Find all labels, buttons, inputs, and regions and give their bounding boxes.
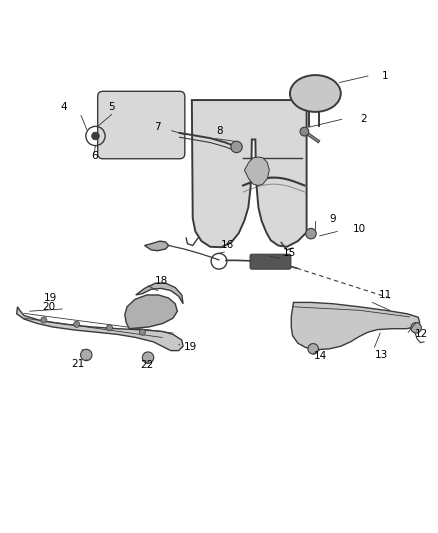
Text: 6: 6 bbox=[91, 151, 98, 160]
Circle shape bbox=[306, 229, 316, 239]
Text: 11: 11 bbox=[379, 289, 392, 300]
Polygon shape bbox=[291, 302, 420, 350]
FancyBboxPatch shape bbox=[250, 254, 291, 269]
Polygon shape bbox=[136, 283, 183, 304]
Ellipse shape bbox=[290, 75, 341, 112]
Text: 13: 13 bbox=[374, 350, 388, 360]
Text: 19: 19 bbox=[184, 342, 197, 352]
FancyBboxPatch shape bbox=[98, 91, 185, 159]
Text: 21: 21 bbox=[71, 359, 85, 369]
Text: 7: 7 bbox=[154, 122, 161, 132]
Circle shape bbox=[308, 344, 318, 354]
Text: 8: 8 bbox=[216, 126, 223, 136]
Circle shape bbox=[92, 132, 99, 140]
Text: 10: 10 bbox=[353, 224, 366, 235]
Circle shape bbox=[231, 141, 242, 152]
Text: 2: 2 bbox=[360, 115, 367, 124]
Polygon shape bbox=[145, 241, 169, 251]
Polygon shape bbox=[192, 100, 307, 247]
Polygon shape bbox=[17, 307, 183, 351]
Circle shape bbox=[41, 317, 47, 323]
Text: 16: 16 bbox=[221, 240, 234, 251]
Text: 9: 9 bbox=[329, 214, 336, 224]
Text: 15: 15 bbox=[283, 248, 296, 259]
Text: 19: 19 bbox=[44, 293, 57, 303]
Text: 5: 5 bbox=[108, 102, 115, 111]
Circle shape bbox=[81, 349, 92, 361]
Text: 14: 14 bbox=[314, 351, 327, 361]
Circle shape bbox=[139, 329, 145, 335]
Text: 20: 20 bbox=[42, 302, 56, 312]
Polygon shape bbox=[244, 157, 269, 185]
Text: 4: 4 bbox=[60, 102, 67, 111]
Text: 22: 22 bbox=[140, 360, 153, 370]
Circle shape bbox=[106, 325, 113, 331]
Circle shape bbox=[142, 352, 154, 364]
Circle shape bbox=[411, 322, 421, 333]
Circle shape bbox=[74, 321, 80, 327]
Text: 1: 1 bbox=[382, 71, 389, 81]
Polygon shape bbox=[125, 295, 177, 329]
Circle shape bbox=[300, 127, 309, 136]
Text: 18: 18 bbox=[155, 276, 168, 286]
Text: 12: 12 bbox=[415, 329, 428, 340]
